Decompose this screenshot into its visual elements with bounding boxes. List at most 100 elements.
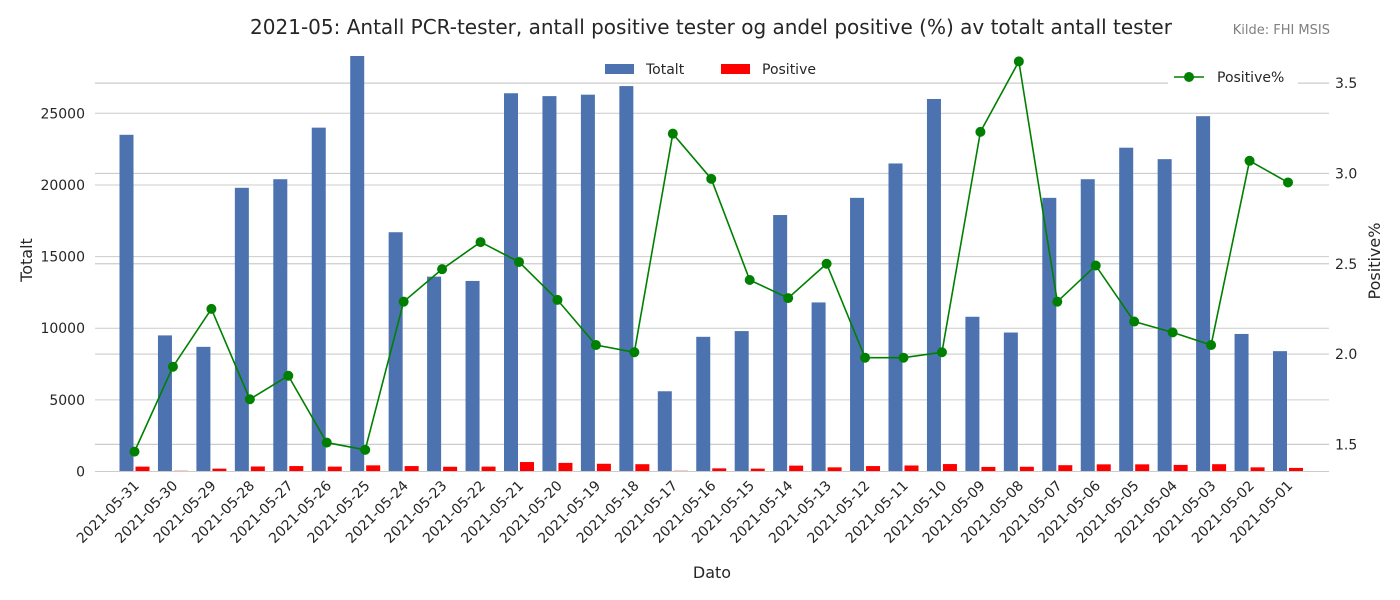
positive-pct-point xyxy=(821,258,832,269)
positive-pct-point xyxy=(398,296,409,307)
bar-positive xyxy=(866,466,881,472)
positive-pct-point xyxy=(667,128,678,139)
legend-swatch-positive xyxy=(721,64,750,74)
legend-swatch-totalt xyxy=(605,64,634,74)
positive-pct-point xyxy=(437,264,448,275)
positive-pct-point xyxy=(936,347,947,358)
positive-pct-point xyxy=(744,275,755,286)
bar-totalt xyxy=(965,316,980,472)
positive-pct-point xyxy=(1129,316,1140,327)
bar-positive xyxy=(135,466,150,472)
bar-positive xyxy=(443,466,458,472)
y-tick-left: 0 xyxy=(76,465,85,481)
bar-positive xyxy=(558,462,573,472)
positive-pct-point xyxy=(1244,155,1255,166)
bar-totalt xyxy=(1003,332,1018,472)
y-tick-right: 3.0 xyxy=(1335,166,1357,182)
bar-totalt xyxy=(580,94,595,472)
bar-positive xyxy=(981,466,996,472)
bar-totalt xyxy=(311,127,326,472)
positive-pct-point xyxy=(1167,327,1178,338)
bar-positive xyxy=(481,466,496,472)
legend-label-positive: Positive xyxy=(762,62,816,78)
bar-positive xyxy=(1173,464,1188,472)
bar-totalt xyxy=(273,179,288,472)
bar-totalt xyxy=(850,197,865,472)
legend-bars: Totalt Positive xyxy=(605,62,816,78)
bar-totalt xyxy=(1273,351,1287,472)
positive-pct-point xyxy=(1052,296,1063,307)
bar-positive xyxy=(750,468,765,472)
positive-pct-point xyxy=(783,293,794,304)
source-label: Kilde: FHI MSIS xyxy=(1233,23,1330,38)
bar-totalt xyxy=(1196,116,1211,472)
bar-totalt xyxy=(888,163,903,472)
y-tick-left: 5000 xyxy=(49,393,85,409)
bar-positive xyxy=(250,466,265,472)
bar-totalt xyxy=(1234,333,1249,472)
positive-pct-point xyxy=(475,237,486,248)
positive-pct-point xyxy=(590,340,601,351)
y-tick-right: 3.5 xyxy=(1335,76,1357,92)
bar-positive xyxy=(404,466,419,472)
positive-pct-point xyxy=(514,256,524,267)
legend-line: Positive% xyxy=(1168,62,1298,90)
bar-totalt xyxy=(196,346,211,472)
bar-positive xyxy=(596,463,611,472)
bar-positive xyxy=(942,464,957,472)
y-tick-left: 15000 xyxy=(40,250,85,266)
positive-pct-point xyxy=(206,303,217,314)
positive-pct-point xyxy=(706,173,717,184)
bar-totalt xyxy=(542,96,557,472)
bar-totalt xyxy=(504,93,518,472)
bar-positive xyxy=(1250,467,1265,472)
bar-totalt xyxy=(157,335,172,472)
positive-pct-point xyxy=(1206,340,1217,351)
bar-positive xyxy=(1289,467,1303,472)
bar-totalt xyxy=(1042,197,1057,472)
x-axis-label: Dato xyxy=(693,563,731,582)
x-tick-labels: 2021-05-312021-05-302021-05-292021-05-28… xyxy=(74,478,1296,547)
bar-positive xyxy=(289,466,304,472)
bar-totalt xyxy=(234,187,249,472)
bar-totalt xyxy=(1157,159,1172,472)
positive-pct-point xyxy=(860,352,871,363)
positive-pct-point xyxy=(129,446,140,457)
bar-positive xyxy=(1019,466,1034,472)
positive-pct-point xyxy=(975,126,986,137)
positive-pct-point xyxy=(167,361,178,372)
bar-totalt xyxy=(465,280,480,472)
bar-positive xyxy=(827,467,842,472)
bar-positive xyxy=(789,465,804,472)
positive-pct-point xyxy=(1013,56,1024,67)
bar-positive xyxy=(635,464,650,472)
positive-pct-point xyxy=(898,352,909,363)
bar-positive xyxy=(712,468,727,472)
positive-pct-point xyxy=(321,437,332,448)
bar-totalt xyxy=(619,86,634,472)
bar-totalt xyxy=(926,98,941,472)
positive-pct-point xyxy=(552,294,563,305)
y-tick-right: 2.0 xyxy=(1335,347,1357,363)
bar-positive xyxy=(212,468,227,472)
legend-label-totalt: Totalt xyxy=(645,62,685,78)
bar-totalt xyxy=(773,215,788,472)
positive-pct-point xyxy=(1090,260,1101,271)
bar-totalt xyxy=(350,56,365,472)
positive-pct-point xyxy=(1283,177,1293,188)
y-tick-right: 2.5 xyxy=(1335,257,1357,273)
legend-label-positive-pct: Positive% xyxy=(1217,70,1284,86)
bar-totalt xyxy=(657,391,672,472)
bar-totalt xyxy=(734,331,749,472)
bar-totalt xyxy=(427,276,442,472)
legend-marker-positive-pct xyxy=(1184,72,1194,82)
positive-pct-point xyxy=(244,394,255,405)
bar-totalt xyxy=(119,134,134,472)
positive-pct-point xyxy=(360,444,371,455)
y-axis-right-label: Positive% xyxy=(1365,223,1384,300)
right-tick-labels: 1.5 2.0 2.5 3.0 3.5 xyxy=(1335,76,1357,453)
y-axis-left-label: Totalt xyxy=(17,238,36,283)
y-tick-left: 10000 xyxy=(40,321,85,337)
chart-title: 2021-05: Antall PCR-tester, antall posit… xyxy=(250,15,1173,39)
